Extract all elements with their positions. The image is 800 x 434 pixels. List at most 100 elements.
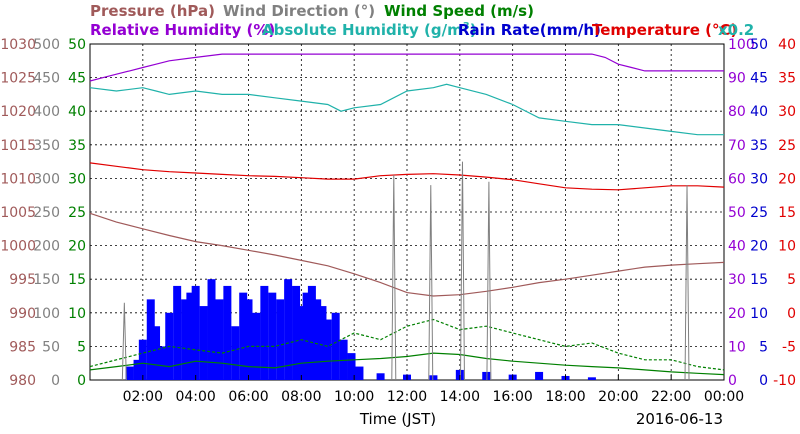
y-tick-label: 15 — [778, 205, 796, 221]
title-temperature: Temperature (°C) — [592, 21, 737, 39]
rain-bar — [268, 292, 277, 380]
y-tick-label: 30 — [750, 171, 768, 187]
title-absolute-humidity: Absolute Humidity (g/m3) — [262, 21, 477, 39]
wind-direction-spike — [684, 185, 690, 381]
y-tick-label: 0 — [787, 306, 796, 322]
rain-bar — [173, 285, 182, 380]
x-tick-label: 18:00 — [545, 389, 585, 405]
rain-bar — [318, 306, 327, 380]
y-tick-label: 1005 — [0, 205, 36, 221]
y-tick-label: 50 — [68, 37, 86, 53]
y-tick-label: 0 — [51, 373, 60, 389]
y-tick-label: 10 — [750, 306, 768, 322]
y-tick-label: 30 — [728, 272, 746, 288]
y-tick-label: 50 — [750, 37, 768, 53]
series-line — [89, 83, 724, 136]
rain-bar — [223, 285, 232, 380]
x-axis-label: Time (JST) — [359, 410, 436, 428]
rain-bar — [307, 285, 316, 380]
rain-bar — [146, 299, 155, 380]
x-tick-label: 22:00 — [651, 389, 691, 405]
y-tick-label: 350 — [33, 138, 60, 154]
y-tick-label: 1000 — [0, 239, 36, 255]
y-tick-label: 250 — [33, 205, 60, 221]
y-tick-label: 30 — [68, 171, 86, 187]
x-tick-label: 20:00 — [598, 389, 638, 405]
y-tick-label: 980 — [9, 373, 36, 389]
series-line — [89, 212, 725, 297]
rain-bar — [297, 306, 306, 380]
x-tick-label: 02:00 — [123, 389, 163, 405]
rain-bar — [429, 375, 438, 380]
x-axis: 02:00 04:00 06:00 08:00 10:00 12:00 14:00 16:00… — [123, 375, 744, 405]
y-tick-label: 300 — [33, 171, 60, 187]
y-tick-label: 70 — [728, 138, 746, 154]
wind-direction-spike — [121, 302, 127, 381]
series-line — [89, 352, 725, 376]
x-tick-label: 04:00 — [175, 389, 215, 405]
rain-bar — [191, 285, 200, 380]
rain-bar — [199, 306, 208, 380]
y-tick-label: 1025 — [0, 71, 36, 87]
y-tick-label: 25 — [68, 205, 86, 221]
y-tick-label: 45 — [750, 71, 768, 87]
y-tick-label: 0 — [77, 373, 86, 389]
rain-bar — [535, 371, 544, 380]
rain-bar — [455, 369, 464, 380]
y-tick-label: 10 — [778, 239, 796, 255]
rain-bar — [376, 373, 385, 380]
rain-bar — [347, 353, 356, 380]
y-tick-label: 20 — [68, 239, 86, 255]
title-abs-humidity-scale: x0.2 — [718, 21, 754, 39]
y-tick-label: -10 — [773, 373, 796, 389]
y-tick-label: 80 — [728, 104, 746, 120]
title-pressure: Pressure (hPa) — [90, 2, 215, 20]
y-tick-label: 50 — [42, 339, 60, 355]
rain-bar — [355, 366, 364, 380]
y-tick-label: 100 — [33, 306, 60, 322]
wind-direction-spike — [391, 175, 397, 381]
y-tick-label: 1015 — [0, 138, 36, 154]
rain-bar — [181, 299, 190, 380]
y-tick-label: 40 — [750, 104, 768, 120]
rain-bar — [587, 377, 596, 380]
rain-bar — [244, 299, 253, 380]
y-tick-label: 60 — [728, 171, 746, 187]
y-axes: 1030102510201015101010051000995990985980… — [0, 37, 796, 389]
wind-direction-spike — [459, 161, 465, 381]
y-tick-label: 45 — [68, 71, 86, 87]
rain-bar — [331, 312, 340, 380]
rain-bar — [260, 285, 269, 380]
rain-bar — [186, 292, 195, 380]
y-tick-label: 1010 — [0, 171, 36, 187]
y-tick-label: 25 — [778, 138, 796, 154]
y-tick-label: 5 — [77, 339, 86, 355]
y-tick-label: 30 — [778, 104, 796, 120]
y-tick-label: 1020 — [0, 104, 36, 120]
y-tick-label: 1030 — [0, 37, 36, 53]
line-series — [89, 53, 725, 381]
y-tick-label: 450 — [33, 71, 60, 87]
y-tick-label: 15 — [750, 272, 768, 288]
rain-bar — [292, 285, 301, 380]
x-tick-label: 12:00 — [387, 389, 427, 405]
rain-bar — [482, 371, 491, 380]
y-tick-label: 5 — [787, 272, 796, 288]
wind-direction-spike — [486, 181, 492, 381]
rain-bar — [215, 299, 224, 380]
y-tick-label: 10 — [68, 306, 86, 322]
y-tick-label: 20 — [778, 171, 796, 187]
x-tick-label: 10:00 — [334, 389, 374, 405]
rain-bar — [284, 279, 293, 380]
y-tick-label: 25 — [750, 205, 768, 221]
y-tick-label: 90 — [728, 71, 746, 87]
y-tick-label: 35 — [750, 138, 768, 154]
title-rain-rate: Rain Rate(mm/h) — [458, 21, 601, 39]
series-line — [89, 162, 725, 191]
y-tick-label: 200 — [33, 239, 60, 255]
y-tick-label: 35 — [68, 138, 86, 154]
y-tick-label: 150 — [33, 272, 60, 288]
y-tick-label: 35 — [778, 71, 796, 87]
rain-bar — [239, 292, 248, 380]
